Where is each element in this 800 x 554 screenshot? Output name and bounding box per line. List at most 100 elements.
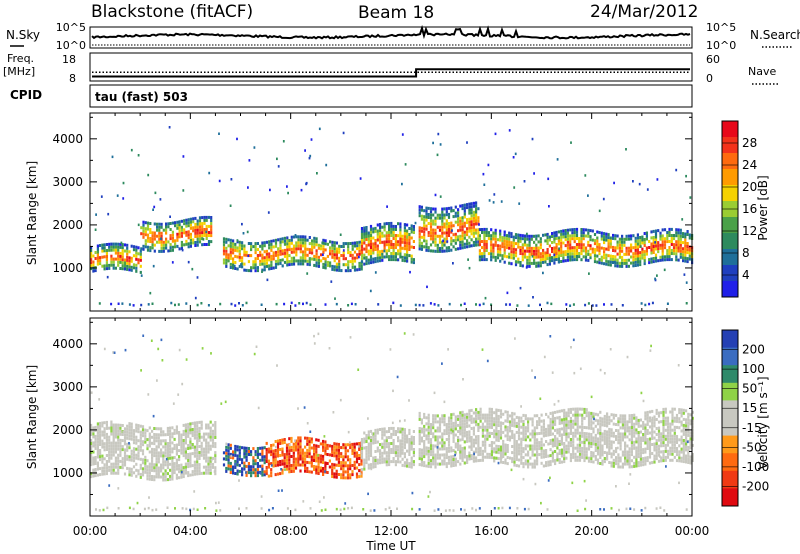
heatmap-cell [412,439,415,442]
heatmap-cell [517,452,521,456]
heatmap-cell [497,436,500,439]
heatmap-cell [531,423,534,427]
heatmap-cell [508,255,511,259]
heatmap-cell [301,457,304,461]
heatmap-cell [505,237,509,241]
heatmap-cell [139,252,142,256]
heatmap-cell [90,445,93,448]
heatmap-cell [596,443,600,447]
heatmap-cell [184,456,187,460]
heatmap-cell [207,450,210,454]
heatmap-cell [164,475,167,479]
heatmap-cell [477,447,480,451]
heatmap-cell [514,251,518,255]
heatmap-cell [567,411,570,415]
heatmap-cell [457,448,460,451]
heatmap-cell [288,446,291,450]
heatmap-cell [443,417,446,421]
heatmap-cell [310,440,313,444]
heatmap-cell [679,255,682,259]
heatmap-cell [317,456,320,460]
heatmap-cell [513,421,516,425]
heatmap-cell [596,446,600,450]
heatmap-cell [90,252,93,255]
heatmap-cell [607,260,610,264]
heatmap-cell [614,234,617,238]
freq-panel-frame [89,52,693,82]
heatmap-cell [636,236,639,240]
heatmap-cell [466,421,469,425]
heatmap-cell [290,259,293,263]
heatmap-cell [92,444,95,448]
heatmap-cell [252,245,255,249]
heatmap-cell [496,256,500,260]
heatmap-cell [547,430,550,434]
heatmap-cell [468,415,471,419]
heatmap-cell [599,456,602,459]
heatmap-cell [523,255,527,259]
heatmap-cell [354,303,357,306]
heatmap-cell [685,174,687,178]
heatmap-cell [252,462,255,466]
heatmap-cell [434,249,437,253]
heatmap-cell [596,245,599,249]
heatmap-cell [369,463,373,467]
heatmap-cell [488,416,491,420]
heatmap-cell [330,280,333,283]
heatmap-cell [376,244,379,248]
heatmap-cell [191,434,194,437]
heatmap-cell [94,269,97,273]
heatmap-cell [157,457,160,461]
heatmap-cell [686,245,689,248]
heatmap-cell [610,434,613,438]
heatmap-cell [225,454,228,458]
heatmap-cell [169,228,172,231]
heatmap-cell [376,431,379,435]
heatmap-cell [202,453,206,457]
heatmap-cell [551,453,554,457]
heatmap-cell [403,440,406,444]
heatmap-cell [499,235,502,239]
heatmap-cell [468,220,471,224]
heatmap-cell [542,254,545,258]
heatmap-cell [292,259,296,263]
heatmap-cell [450,236,453,240]
heatmap-cell [420,421,423,425]
heatmap-cell [403,247,406,251]
heatmap-cell [96,434,99,438]
heatmap-cell [342,464,345,468]
heatmap-cell [162,454,165,458]
heatmap-cell [542,425,545,429]
heatmap-cell [497,457,500,461]
heatmap-cell [548,262,551,266]
heatmap-cell [434,459,437,463]
heatmap-cell [250,266,253,270]
heatmap-cell [304,460,307,464]
heatmap-cell [657,241,660,245]
heatmap-cell [241,244,244,248]
heatmap-cell [192,238,195,242]
heatmap-cell [110,447,113,451]
heatmap-cell [169,462,172,466]
heatmap-cell [326,446,329,450]
heatmap-cell [164,448,167,452]
heatmap-cell [279,439,282,442]
velocity-heatmap [90,332,694,512]
heatmap-cell [139,424,142,428]
heatmap-cell [554,428,557,432]
heatmap-cell [479,416,482,420]
heatmap-cell [643,256,646,260]
heatmap-cell [452,436,455,440]
heatmap-cell [517,245,520,249]
heatmap-cell [490,413,493,417]
heatmap-cell [214,436,217,439]
heatmap-cell [403,431,406,435]
heatmap-cell [148,462,151,466]
heatmap-cell [639,260,642,264]
heatmap-cell [418,226,421,230]
heatmap-cell [601,444,604,448]
heatmap-cell [254,248,257,252]
heatmap-cell [408,453,411,456]
heatmap-cell [306,253,309,257]
heatmap-cell [310,437,313,441]
